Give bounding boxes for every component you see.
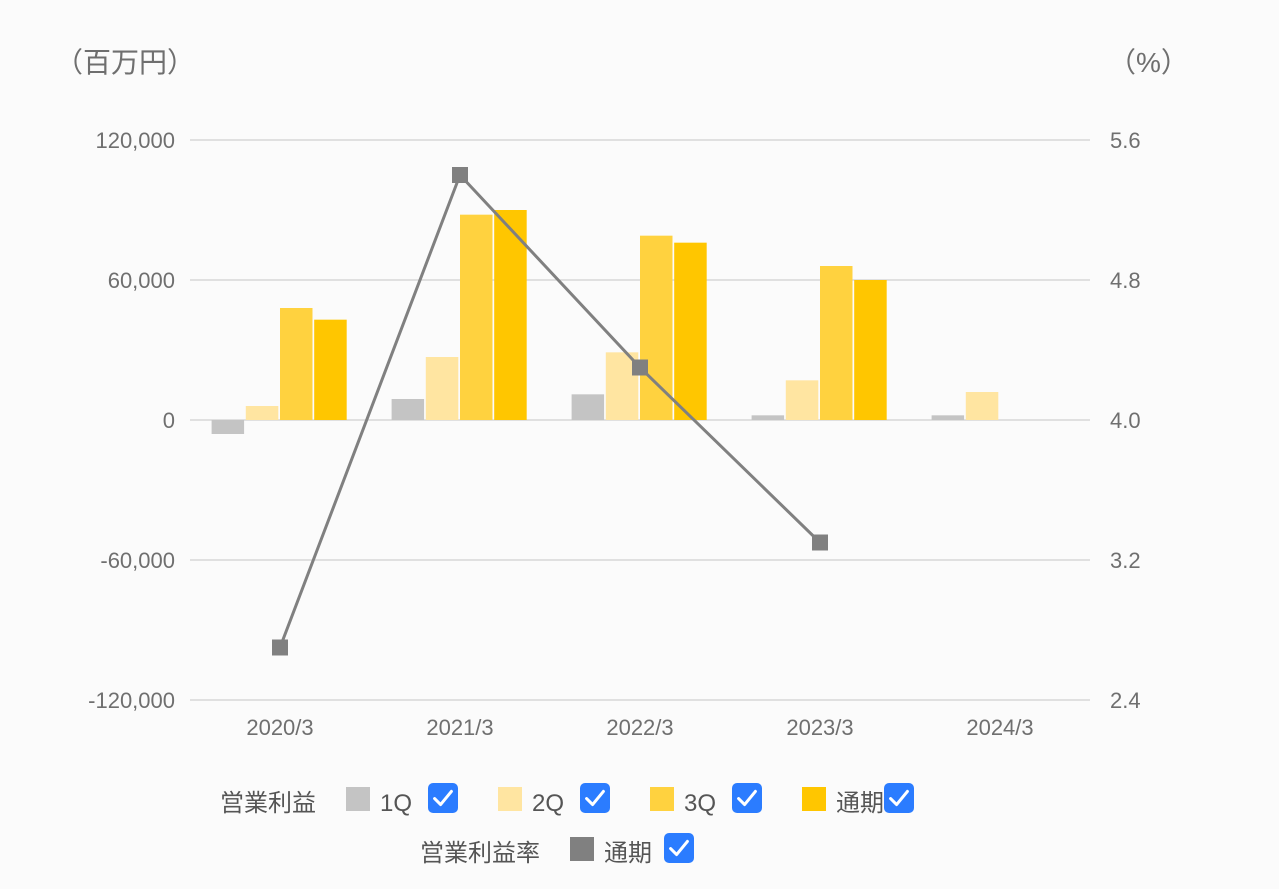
svg-text:2021/3: 2021/3 (426, 715, 493, 740)
svg-text:（%）: （%） (1108, 47, 1189, 78)
svg-text:-60,000: -60,000 (100, 548, 175, 573)
legend-group-label: 営業利益 (220, 790, 316, 817)
svg-text:120,000: 120,000 (95, 128, 175, 153)
line-marker (452, 167, 468, 183)
legend-checkbox-通期[interactable] (884, 783, 914, 813)
chart-container: -120,000 -60,000 0 60,000 120,000 2.4 3.2 4.0 4.… (0, 0, 1279, 889)
bar-1Q (932, 415, 964, 420)
bar-full (314, 320, 346, 420)
legend-item-label: 3Q (684, 790, 716, 817)
svg-text:4.8: 4.8 (1110, 268, 1141, 293)
legend-item-label: 通期 (604, 840, 652, 867)
bar-1Q (752, 415, 784, 420)
legend-item-label: 1Q (380, 790, 412, 817)
legend-checkbox-1Q[interactable] (428, 783, 458, 813)
bar-2Q (246, 406, 278, 420)
bar-2Q (966, 392, 998, 420)
legend-group-label: 営業利益率 (420, 840, 540, 867)
line-marker (272, 640, 288, 656)
svg-text:2023/3: 2023/3 (786, 715, 853, 740)
legend-swatch (346, 787, 370, 811)
bar-2Q (786, 380, 818, 420)
svg-text:2024/3: 2024/3 (966, 715, 1033, 740)
chart-svg: -120,000 -60,000 0 60,000 120,000 2.4 3.2 4.0 4.… (0, 0, 1279, 889)
bar-3Q (280, 308, 312, 420)
legend-checkbox-3Q[interactable] (732, 783, 762, 813)
svg-text:4.0: 4.0 (1110, 408, 1141, 433)
svg-text:-120,000: -120,000 (88, 688, 175, 713)
line-marker (632, 360, 648, 376)
svg-text:3.2: 3.2 (1110, 548, 1141, 573)
svg-text:5.6: 5.6 (1110, 128, 1141, 153)
legend-swatch (570, 837, 594, 861)
svg-text:2022/3: 2022/3 (606, 715, 673, 740)
svg-text:0: 0 (163, 408, 175, 433)
bar-full (674, 243, 706, 420)
legend-checkbox-line-通期[interactable] (664, 833, 694, 863)
legend-item-label: 2Q (532, 790, 564, 817)
bar-full (854, 280, 886, 420)
legend-swatch (802, 787, 826, 811)
svg-text:2020/3: 2020/3 (246, 715, 313, 740)
svg-text:60,000: 60,000 (108, 268, 175, 293)
legend-swatch (498, 787, 522, 811)
bar-2Q (426, 357, 458, 420)
bar-3Q (820, 266, 852, 420)
bar-1Q (572, 394, 604, 420)
bar-3Q (460, 215, 492, 420)
bar-1Q (212, 420, 244, 434)
legend-swatch (650, 787, 674, 811)
svg-text:2.4: 2.4 (1110, 688, 1141, 713)
bar-1Q (392, 399, 424, 420)
line-marker (812, 535, 828, 551)
legend-checkbox-2Q[interactable] (580, 783, 610, 813)
svg-text:（百万円）: （百万円） (55, 47, 195, 78)
legend-item-label: 通期 (836, 790, 884, 817)
